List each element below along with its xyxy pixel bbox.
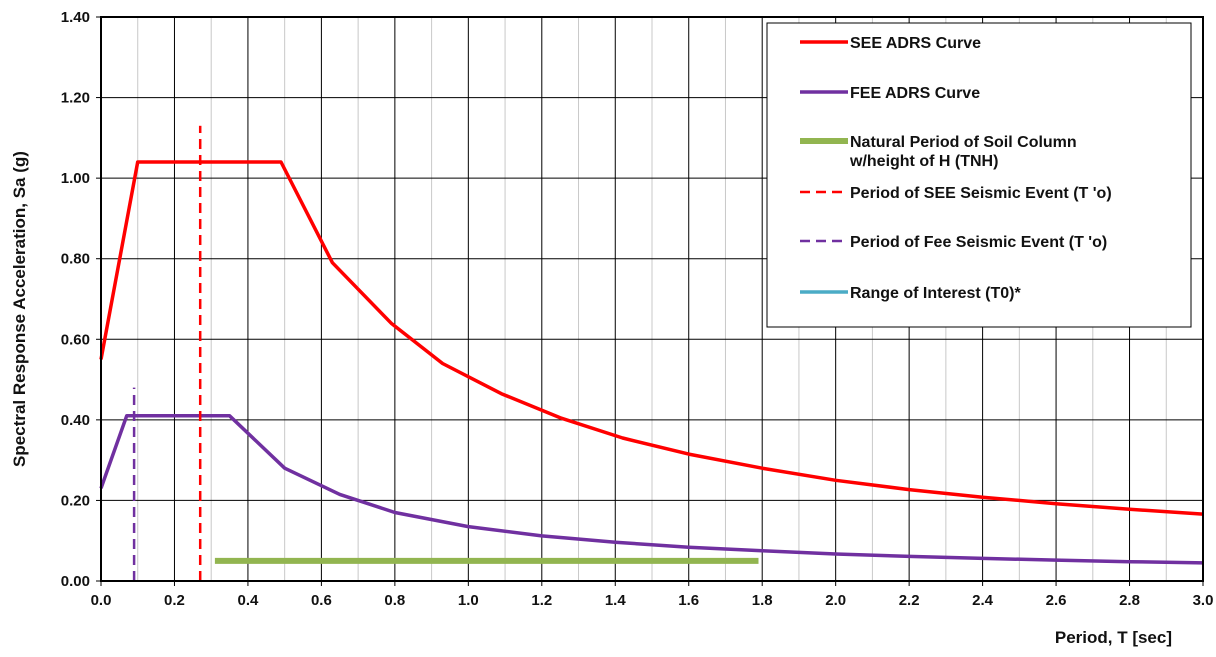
- x-tick-label: 1.8: [752, 592, 773, 609]
- x-tick-label: 1.0: [458, 592, 479, 609]
- x-tick-label: 0.4: [238, 592, 260, 609]
- x-tick-label: 1.4: [605, 592, 627, 609]
- x-tick-label: 3.0: [1193, 592, 1214, 609]
- legend-label: Period of SEE Seismic Event (T 'o): [850, 185, 1112, 202]
- series-line: [99, 160, 1204, 516]
- y-tick-label: 0.00: [61, 573, 90, 590]
- y-axis-ticks: 0.00 0.20 0.40 0.60 0.80 1.00 1.20 1.40: [61, 9, 101, 590]
- y-tick-label: 1.40: [61, 9, 90, 26]
- x-tick-label: 2.4: [972, 592, 994, 609]
- x-tick-label: 2.8: [1119, 592, 1140, 609]
- x-tick-label: 0.6: [311, 592, 332, 609]
- legend-label: Natural Period of Soil Column: [850, 134, 1077, 151]
- x-tick-label: 0.8: [384, 592, 405, 609]
- plot-frame: [100, 16, 1204, 582]
- x-tick-label: 1.2: [531, 592, 552, 609]
- y-tick-label: 0.80: [61, 251, 90, 268]
- legend-label: w/height of H (TNH): [849, 153, 998, 170]
- x-tick-label: 0.2: [164, 592, 185, 609]
- y-tick-label: 1.00: [61, 170, 90, 187]
- y-tick-label: 1.20: [61, 90, 90, 107]
- legend-label: Range of Interest (T0)*: [850, 285, 1021, 302]
- x-tick-label: 2.6: [1046, 592, 1067, 609]
- x-tick-label: 2.2: [899, 592, 920, 609]
- series-line: [99, 414, 1204, 565]
- x-axis-title: Period, T [sec]: [1055, 628, 1172, 647]
- x-tick-label: 2.0: [825, 592, 846, 609]
- y-tick-label: 0.40: [61, 412, 90, 429]
- legend-label: Period of Fee Seismic Event (T 'o): [850, 234, 1107, 251]
- legend: SEE ADRS Curve FEE ADRS Curve Natural Peri…: [766, 22, 1192, 328]
- x-tick-label: 1.6: [678, 592, 699, 609]
- legend-label: SEE ADRS Curve: [850, 35, 981, 52]
- y-tick-label: 0.60: [61, 331, 90, 348]
- x-tick-label: 0.0: [91, 592, 112, 609]
- legend-box: [766, 22, 1192, 328]
- series-layer: [99, 125, 1204, 581]
- y-axis-title: Spectral Response Acceleration, Sa (g): [10, 151, 29, 467]
- legend-label: FEE ADRS Curve: [850, 85, 980, 102]
- y-tick-label: 0.20: [61, 492, 90, 509]
- x-axis-ticks: 0.0 0.2 0.4 0.6 0.8 1.0 1.2 1.4 1.6 1.8 2.0 2.2 2.4 2…: [91, 581, 1214, 609]
